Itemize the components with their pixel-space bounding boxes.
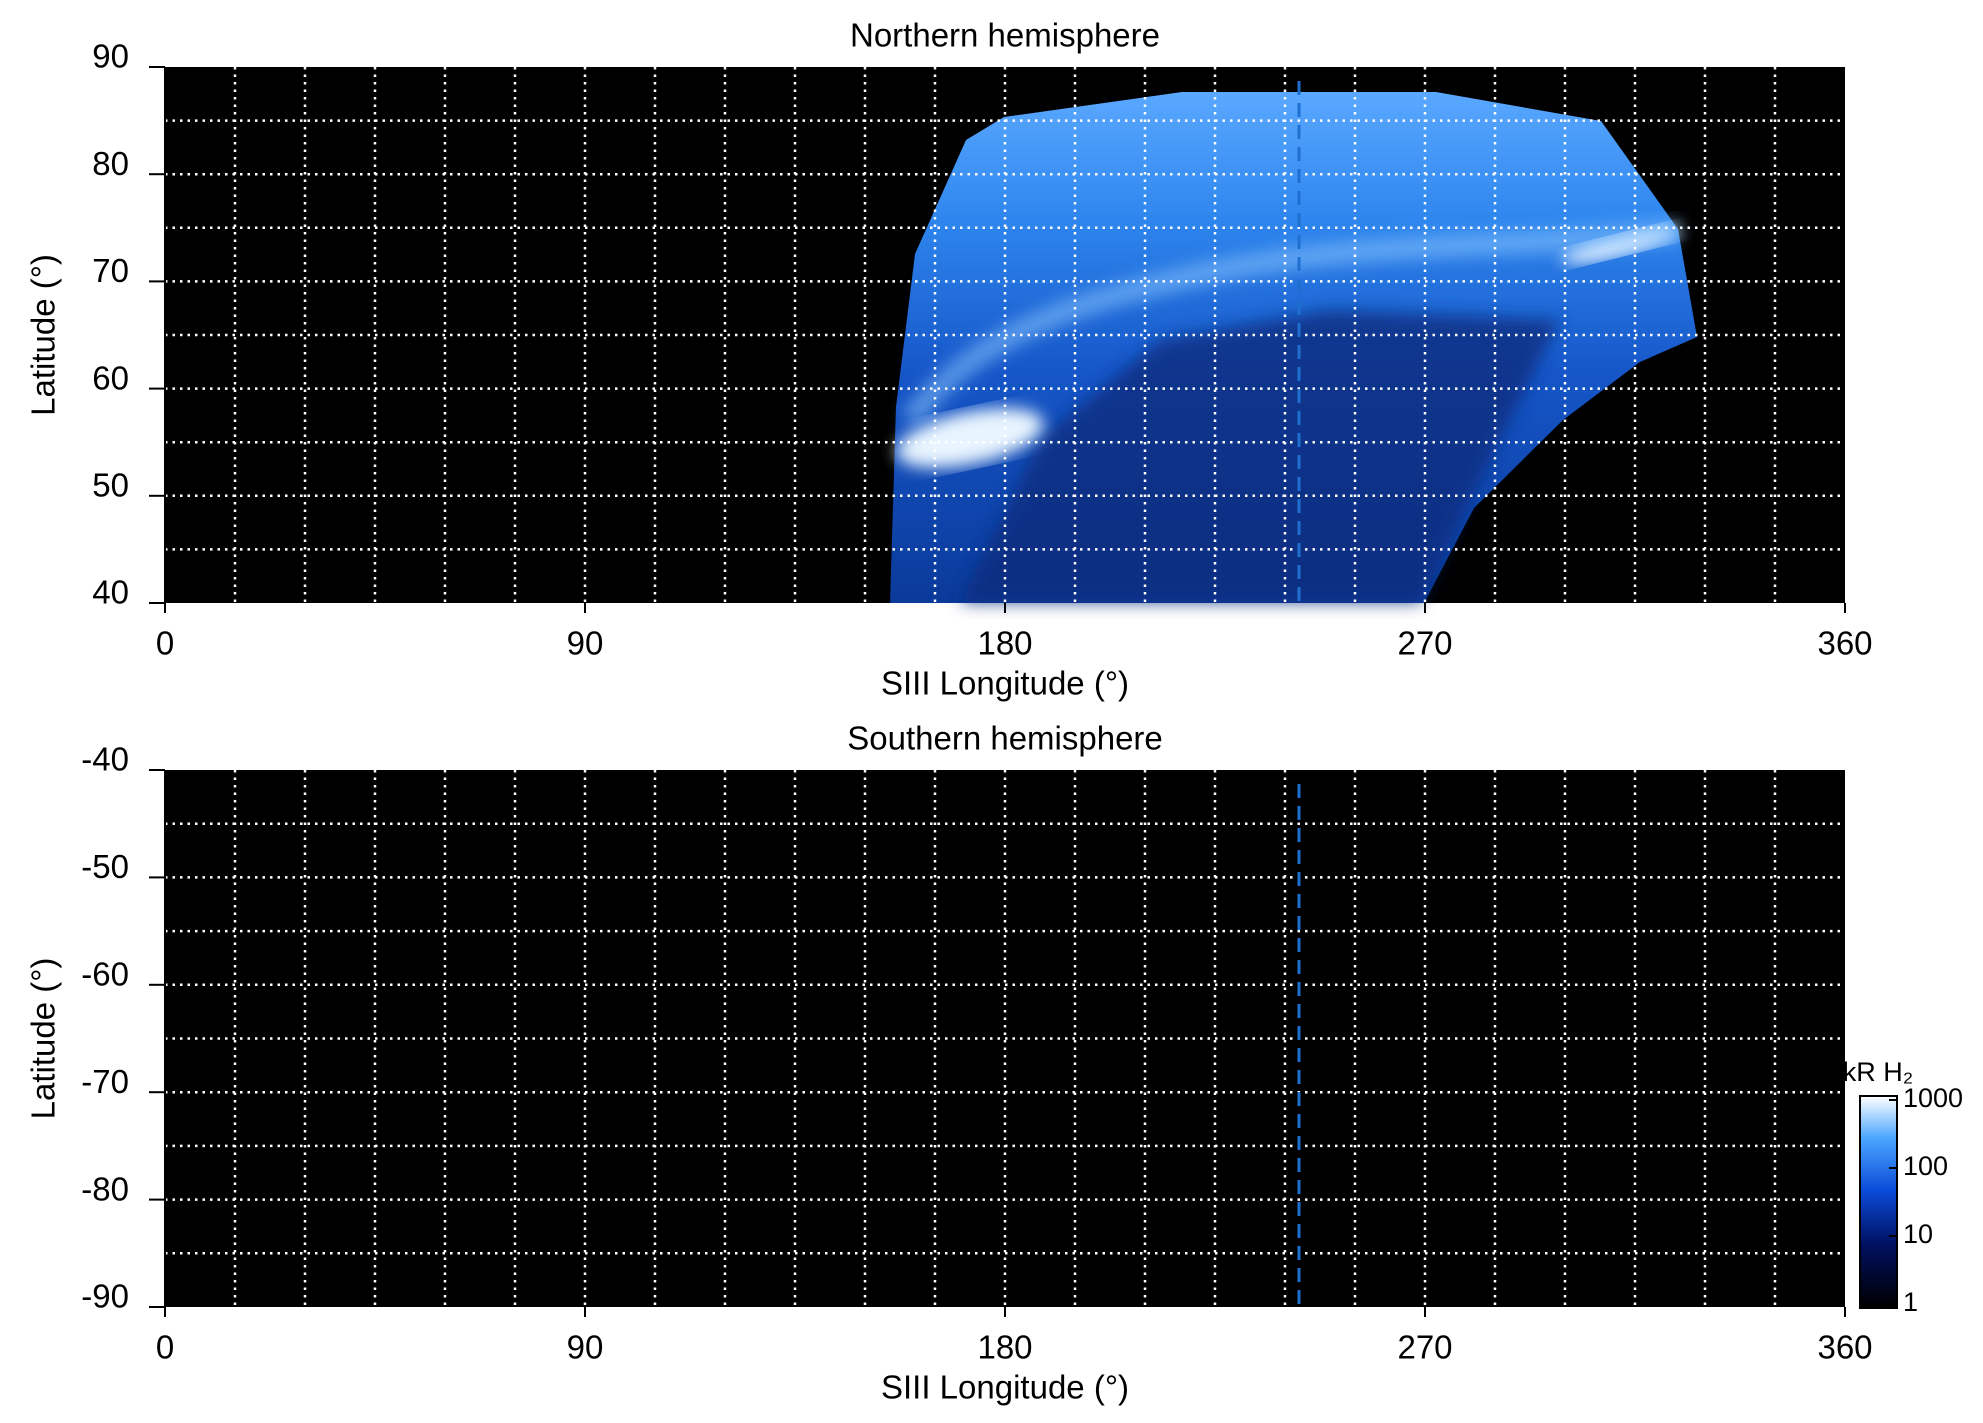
x-tick-label: 0: [156, 1329, 174, 1366]
north-panel: 0 90 180 270 360 40 50 60 70 80 90 Northern hemisph…: [25, 17, 1873, 702]
x-tick-label: 180: [977, 625, 1032, 662]
aurora-bright: [896, 408, 1044, 468]
y-tick-label: 70: [92, 252, 129, 289]
y-axis-label: Latitude (°): [25, 958, 62, 1120]
x-axis-label: SIII Longitude (°): [881, 665, 1129, 702]
y-axis-label: Latitude (°): [25, 254, 62, 416]
colorbar-tick-label: 1000: [1903, 1083, 1963, 1113]
y-tick-label: 90: [92, 38, 129, 75]
y-tick-label: -70: [81, 1063, 129, 1100]
colorbar-tick-label: 1: [1903, 1287, 1918, 1317]
x-axis-label: SIII Longitude (°): [881, 1369, 1129, 1406]
south-panel: 0 90 180 270 360 -40 -50 -60 -70 -80 -90 Southern h…: [25, 720, 1873, 1406]
x-tick-label: 90: [567, 1329, 604, 1366]
x-tick-label: 360: [1817, 1329, 1872, 1366]
x-tick-label: 0: [156, 625, 174, 662]
y-tick-label: -40: [81, 741, 129, 778]
y-tick-label: -50: [81, 848, 129, 885]
chart-title: Northern hemisphere: [850, 17, 1160, 54]
x-tick-label: 180: [977, 1329, 1032, 1366]
y-tick-label: -60: [81, 956, 129, 993]
x-tick-label: 270: [1397, 625, 1452, 662]
y-tick-label: 40: [92, 574, 129, 611]
y-tick-label: -80: [81, 1170, 129, 1207]
colorbar-label: kR H₂: [1843, 1057, 1913, 1087]
colorbar-tick-label: 10: [1903, 1219, 1933, 1249]
y-tick-label: 50: [92, 467, 129, 504]
colorbar-tick-label: 100: [1903, 1151, 1948, 1181]
y-tick-label: 80: [92, 145, 129, 182]
aurora-oval: [901, 219, 1682, 427]
aurora-dim: [960, 310, 1560, 603]
y-tick-label: -90: [81, 1278, 129, 1315]
x-tick-label: 270: [1397, 1329, 1452, 1366]
x-tick-label: 360: [1817, 625, 1872, 662]
colorbar: kR H₂ 1 10 100 1000: [1843, 1057, 1963, 1317]
x-tick-label: 90: [567, 625, 604, 662]
colorbar-gradient: [1859, 1095, 1898, 1309]
y-tick-label: 60: [92, 359, 129, 396]
chart-title: Southern hemisphere: [847, 720, 1163, 757]
